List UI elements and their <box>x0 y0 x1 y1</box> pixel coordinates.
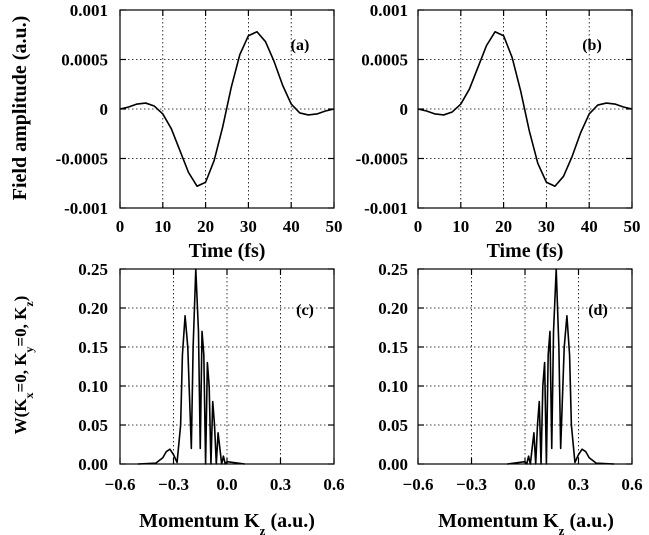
series-line <box>507 268 615 465</box>
panel-a: 0 10 20 30 40 50 -0.001 -0.0005 0 0.0005 0.001 Time… <box>56 1 343 262</box>
y-tick-label: 0.00 <box>378 455 408 474</box>
x-tick-label: 10 <box>452 217 469 236</box>
x-tick-label: −0.3 <box>158 475 189 494</box>
x-tick-label: 20 <box>495 217 512 236</box>
x-tick-label: 50 <box>326 217 343 236</box>
x-tick-label: −0.6 <box>403 475 434 494</box>
x-tick-label: 0 <box>116 217 125 236</box>
x-tick-label: 30 <box>538 217 555 236</box>
x-tick-label: 30 <box>240 217 257 236</box>
x-tick-label: 10 <box>154 217 171 236</box>
x-tick-label: 0.3 <box>270 475 291 494</box>
y-tick-label: 0.001 <box>70 1 108 20</box>
y-tick-label: 0 <box>400 100 409 119</box>
x-tick-label: 50 <box>624 217 641 236</box>
panel-b: 0 10 20 30 40 50 -0.001 -0.0005 0 0.0005 0.001 Time… <box>356 1 641 262</box>
x-tick-label: 0.6 <box>323 475 344 494</box>
series-line <box>417 30 633 188</box>
xlabel-d: Momentum Kz (a.u.) <box>438 510 614 535</box>
xlabel-c: Momentum Kz (a.u.) <box>139 510 315 535</box>
x-axis-label: Time (fs) <box>189 240 266 262</box>
y-tick-label: 0.10 <box>378 377 408 396</box>
y-tick-label: 0.0005 <box>61 51 108 70</box>
y-tick-label: -0.0005 <box>356 150 408 169</box>
y-tick-label: -0.001 <box>64 199 108 218</box>
x-axis-label: Time (fs) <box>487 240 564 262</box>
y-tick-label: 0.001 <box>370 1 408 20</box>
x-tick-label: 0.6 <box>621 475 642 494</box>
series-line <box>119 30 335 188</box>
panel-label: (d) <box>588 302 608 319</box>
panel-label: (b) <box>582 37 602 54</box>
panel-d: −0.6 −0.3 0.0 0.3 0.6 0.00 0.05 0.10 0.15 0.20 0.2… <box>378 260 642 494</box>
x-tick-label: 40 <box>581 217 598 236</box>
y-tick-label: 0.0005 <box>361 51 408 70</box>
x-tick-label: 20 <box>197 217 214 236</box>
x-tick-label: 40 <box>283 217 300 236</box>
x-tick-label: −0.3 <box>456 475 487 494</box>
y-tick-label: 0.15 <box>78 338 108 357</box>
y-tick-label: 0 <box>100 100 109 119</box>
panel-label: (c) <box>296 302 314 319</box>
x-tick-label: 0.0 <box>216 475 237 494</box>
y-tick-label: 0.25 <box>78 260 108 279</box>
x-tick-label: 0 <box>414 217 423 236</box>
x-tick-label: −0.6 <box>105 475 136 494</box>
ylabel-bottom: W(Kx=0, Ky=0, Kz) <box>11 296 36 435</box>
panel-label: (a) <box>291 37 310 54</box>
y-tick-label: 0.15 <box>378 338 408 357</box>
ylabel-top: Field amplitude (a.u.) <box>9 16 31 200</box>
y-tick-label: 0.05 <box>78 416 108 435</box>
y-tick-label: 0.05 <box>378 416 408 435</box>
y-tick-label: 0.10 <box>78 377 108 396</box>
x-tick-label: 0.0 <box>514 475 535 494</box>
y-tick-label: 0.20 <box>378 299 408 318</box>
series-line <box>137 268 245 465</box>
x-tick-label: 0.3 <box>568 475 589 494</box>
y-tick-label: -0.0005 <box>56 150 108 169</box>
y-tick-label: 0.00 <box>78 455 108 474</box>
y-tick-label: 0.25 <box>378 260 408 279</box>
panel-c: −0.6 −0.3 0.0 0.3 0.6 0.00 0.05 0.10 0.15 0.20 0.2… <box>78 260 344 494</box>
y-tick-label: -0.001 <box>364 199 408 218</box>
y-tick-label: 0.20 <box>78 299 108 318</box>
